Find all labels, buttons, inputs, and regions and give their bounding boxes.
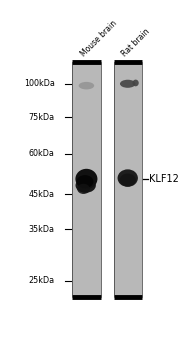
- Ellipse shape: [118, 169, 138, 187]
- Text: 45kDa: 45kDa: [29, 190, 55, 199]
- Text: 100kDa: 100kDa: [24, 79, 55, 88]
- Text: 75kDa: 75kDa: [28, 113, 55, 122]
- Ellipse shape: [76, 175, 94, 188]
- Bar: [72, 62, 101, 297]
- Text: 35kDa: 35kDa: [29, 225, 55, 234]
- Ellipse shape: [133, 79, 139, 86]
- Text: 25kDa: 25kDa: [28, 276, 55, 285]
- Text: KLF12: KLF12: [149, 174, 179, 184]
- Text: Mouse brain: Mouse brain: [79, 19, 118, 58]
- Text: Rat brain: Rat brain: [120, 27, 151, 58]
- Bar: [114, 62, 142, 297]
- Ellipse shape: [76, 178, 96, 193]
- Ellipse shape: [77, 184, 90, 194]
- Ellipse shape: [79, 82, 94, 90]
- Ellipse shape: [120, 80, 136, 88]
- Ellipse shape: [119, 174, 136, 187]
- Text: 60kDa: 60kDa: [29, 149, 55, 158]
- Ellipse shape: [75, 169, 97, 189]
